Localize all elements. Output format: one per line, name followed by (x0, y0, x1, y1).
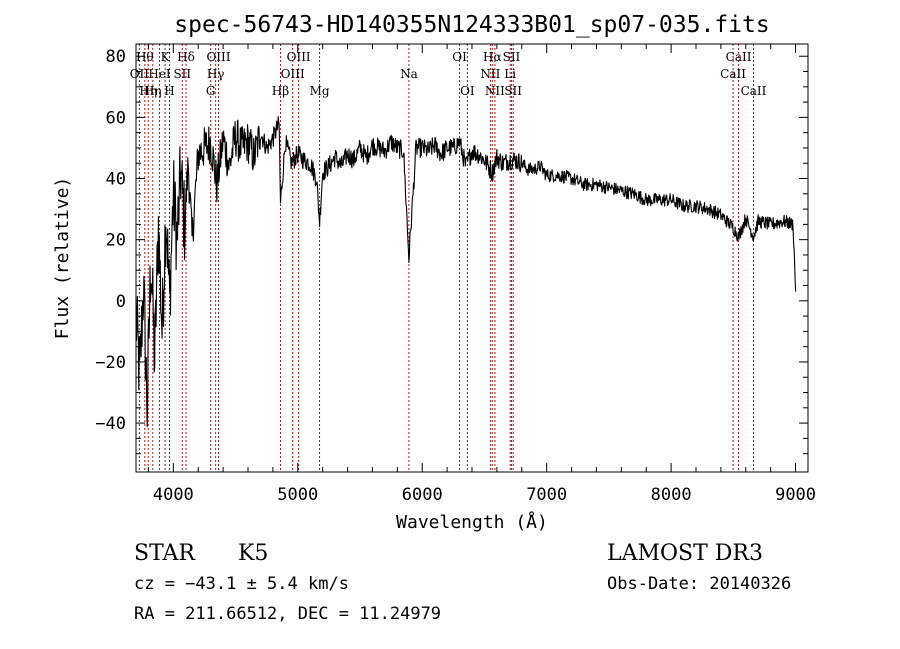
spectral-line-label: CaII (726, 50, 752, 64)
spectral-line-label: OI (452, 50, 467, 64)
spectral-line-label: Mg (310, 84, 330, 98)
x-tick-label: 6000 (402, 485, 443, 505)
spectral-line-label: OIII (206, 50, 230, 64)
spectral-line-label: Na (400, 67, 418, 81)
spectral-line-label: SII (503, 50, 521, 64)
coordinates: RA = 211.66512, DEC = 11.24979 (134, 604, 441, 624)
spectral-line-label: Hδ (177, 50, 195, 64)
spectral-line-label: Hα (483, 50, 502, 64)
object-subclass: K5 (238, 541, 268, 566)
spectral-line-label: OI (460, 84, 475, 98)
y-tick-label: 20 (106, 231, 126, 251)
spectral-line-label: SII (504, 84, 522, 98)
spectral-line-label: CaII (741, 84, 767, 98)
y-tick-label: −20 (95, 353, 126, 373)
x-tick-label: 9000 (775, 485, 816, 505)
obs-date: Obs-Date: 20140326 (607, 574, 791, 594)
spectral-line-label: G (206, 84, 216, 98)
spectral-line-label: Hθ (136, 50, 154, 64)
y-tick-label: 80 (106, 47, 126, 67)
spectral-line-label: SII (173, 67, 191, 81)
spectral-line-label: K (161, 50, 171, 64)
object-class: STAR (134, 541, 196, 566)
spectral-line-label: OIII (281, 67, 305, 81)
spectral-line-label: Hη (144, 84, 162, 98)
chart-title: spec-56743-HD140355N124333B01_sp07-035.f… (174, 12, 769, 38)
redshift-cz: cz = −43.1 ± 5.4 km/s (134, 574, 349, 594)
flux-series-line (135, 116, 797, 428)
y-tick-label: 60 (106, 108, 126, 128)
x-tick-label: 5000 (277, 485, 318, 505)
line-markers (138, 44, 754, 472)
spectral-line-label: HeI (148, 67, 171, 81)
y-axis-label: Flux (relative) (52, 177, 73, 340)
spectral-line-label: Hη (139, 84, 157, 98)
spectral-line-label: NII (480, 67, 500, 81)
x-tick-label: 8000 (651, 485, 692, 505)
x-tick-label: 7000 (526, 485, 567, 505)
spectral-line-label: OII (130, 67, 150, 81)
survey-name: LAMOST DR3 (607, 541, 763, 566)
y-tick-label: −40 (95, 414, 126, 434)
y-tick-label: 40 (106, 170, 126, 190)
spectral-line-label: Li (504, 67, 516, 81)
x-axis-label: Wavelength (Å) (396, 511, 548, 533)
y-tick-label: 0 (116, 292, 126, 312)
spectral-line-label: H (164, 84, 174, 98)
spectral-line-label: Hγ (207, 67, 225, 81)
x-axis: 4000 5000 6000 7000 8000 9000 (147, 44, 816, 505)
x-tick-label: 4000 (153, 485, 194, 505)
spectral-line-label: NII (485, 84, 505, 98)
y-axis: −40 −20 0 20 40 60 80 (95, 47, 808, 455)
plot-frame (135, 43, 809, 473)
spectral-line-label: Hβ (272, 84, 289, 98)
spectral-line-label: CaII (720, 67, 746, 81)
spectral-line-label: OIII (287, 50, 311, 64)
